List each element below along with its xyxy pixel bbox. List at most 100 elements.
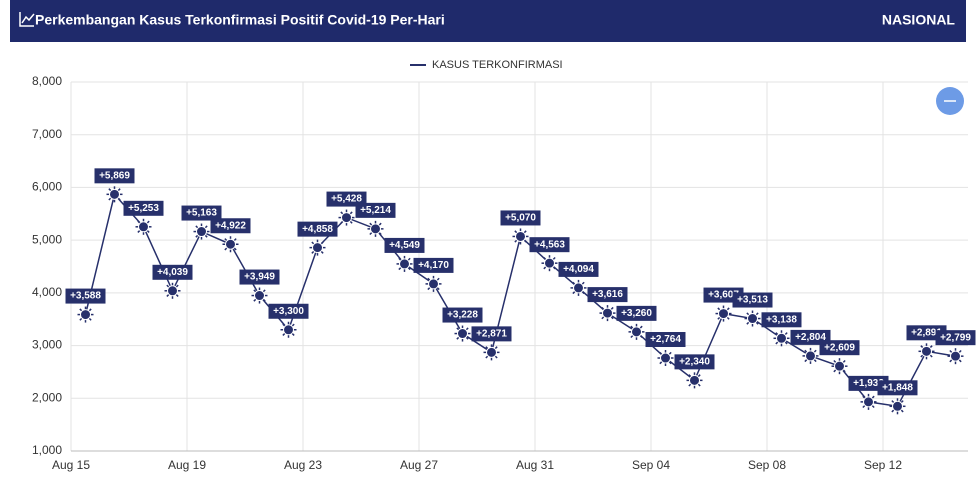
data-label-box: [268, 303, 309, 319]
data-label: +4,170: [418, 260, 449, 271]
point: [892, 400, 903, 412]
point: [544, 257, 555, 269]
virus-marker: [628, 323, 645, 340]
data-label-box: [819, 340, 860, 356]
point: [921, 345, 932, 357]
data-label: +3,607: [708, 290, 739, 301]
data-label-box: [471, 326, 512, 342]
y-tick-label: 1,000: [32, 443, 62, 457]
virus-marker: [309, 239, 326, 256]
point: [776, 332, 787, 344]
data-label-box: [210, 218, 251, 234]
virus-marker: [77, 306, 94, 323]
data-label: +5,070: [505, 213, 536, 224]
virus-marker: [686, 372, 703, 389]
data-label-box: [384, 237, 425, 253]
x-tick-label: Aug 31: [516, 458, 554, 472]
data-label-box: [181, 205, 222, 221]
virus-marker: [512, 228, 529, 245]
point: [805, 350, 816, 362]
data-label: +4,039: [157, 267, 188, 278]
point: [863, 396, 874, 408]
data-label-box: [616, 305, 657, 321]
virus-marker: [454, 325, 471, 342]
virus-marker: [483, 344, 500, 361]
data-label-box: [413, 257, 454, 273]
header-title: Perkembangan Kasus Terkonfirmasi Positif…: [35, 12, 445, 28]
x-tick-label: Aug 19: [168, 458, 206, 472]
y-tick-label: 8,000: [32, 74, 62, 88]
point: [254, 290, 265, 302]
data-label: +1,932: [853, 378, 884, 389]
y-tick-label: 3,000: [32, 338, 62, 352]
x-tick-label: Sep 12: [864, 458, 902, 472]
point: [138, 221, 149, 233]
point: [370, 223, 381, 235]
data-label: +2,871: [476, 329, 507, 340]
virus-marker: [918, 343, 935, 360]
data-label: +3,588: [70, 291, 101, 302]
point: [428, 278, 439, 290]
data-label: +3,138: [766, 314, 797, 325]
data-label: +3,260: [621, 308, 652, 319]
virus-marker: [889, 398, 906, 415]
data-label: +3,513: [737, 295, 768, 306]
point: [747, 313, 758, 325]
virus-marker: [193, 223, 210, 240]
data-label: +2,764: [650, 334, 681, 345]
data-label: +1,848: [882, 382, 913, 393]
data-label: +2,804: [795, 332, 826, 343]
virus-marker: [396, 255, 413, 272]
data-label: +4,858: [302, 224, 333, 235]
data-label: +5,214: [360, 205, 391, 216]
virus-marker: [947, 348, 964, 365]
point: [718, 308, 729, 320]
data-label-box: [239, 269, 280, 285]
data-label: +5,869: [99, 170, 130, 181]
point: [950, 350, 961, 362]
virus-marker: [251, 287, 268, 304]
point: [457, 328, 468, 340]
virus-marker: [599, 305, 616, 322]
y-tick-label: 4,000: [32, 285, 62, 299]
data-label-box: [674, 354, 715, 370]
point: [486, 346, 497, 358]
virus-marker: [744, 310, 761, 327]
data-label: +3,300: [273, 306, 304, 317]
data-label: +4,094: [563, 264, 594, 275]
data-label-box: [123, 200, 164, 216]
data-label-box: [645, 332, 686, 348]
point: [196, 226, 207, 238]
data-label: +4,549: [389, 240, 420, 251]
x-tick-label: Sep 04: [632, 458, 670, 472]
point: [602, 307, 613, 319]
virus-marker: [657, 350, 674, 367]
virus-marker: [715, 305, 732, 322]
virus-marker: [831, 358, 848, 375]
data-label-box: [94, 168, 135, 184]
virus-marker: [222, 236, 239, 253]
virus-marker: [338, 209, 355, 226]
virus-marker: [135, 218, 152, 235]
data-label-box: [326, 191, 367, 207]
virus-marker: [280, 321, 297, 338]
x-tick-label: Aug 23: [284, 458, 322, 472]
data-label-box: [65, 288, 106, 304]
data-label: +4,922: [215, 220, 246, 231]
data-label-box: [500, 210, 541, 226]
virus-marker: [541, 255, 558, 272]
data-label-box: [761, 312, 802, 328]
data-label-box: [442, 307, 483, 323]
point: [834, 360, 845, 372]
data-label: +5,253: [128, 203, 159, 214]
virus-marker: [773, 330, 790, 347]
point: [167, 285, 178, 297]
x-tick-label: Aug 15: [52, 458, 90, 472]
point: [515, 230, 526, 242]
data-label-box: [732, 292, 773, 308]
data-label-box: [877, 380, 918, 396]
data-label: +3,616: [592, 289, 623, 300]
y-tick-label: 5,000: [32, 232, 62, 246]
point: [283, 324, 294, 336]
